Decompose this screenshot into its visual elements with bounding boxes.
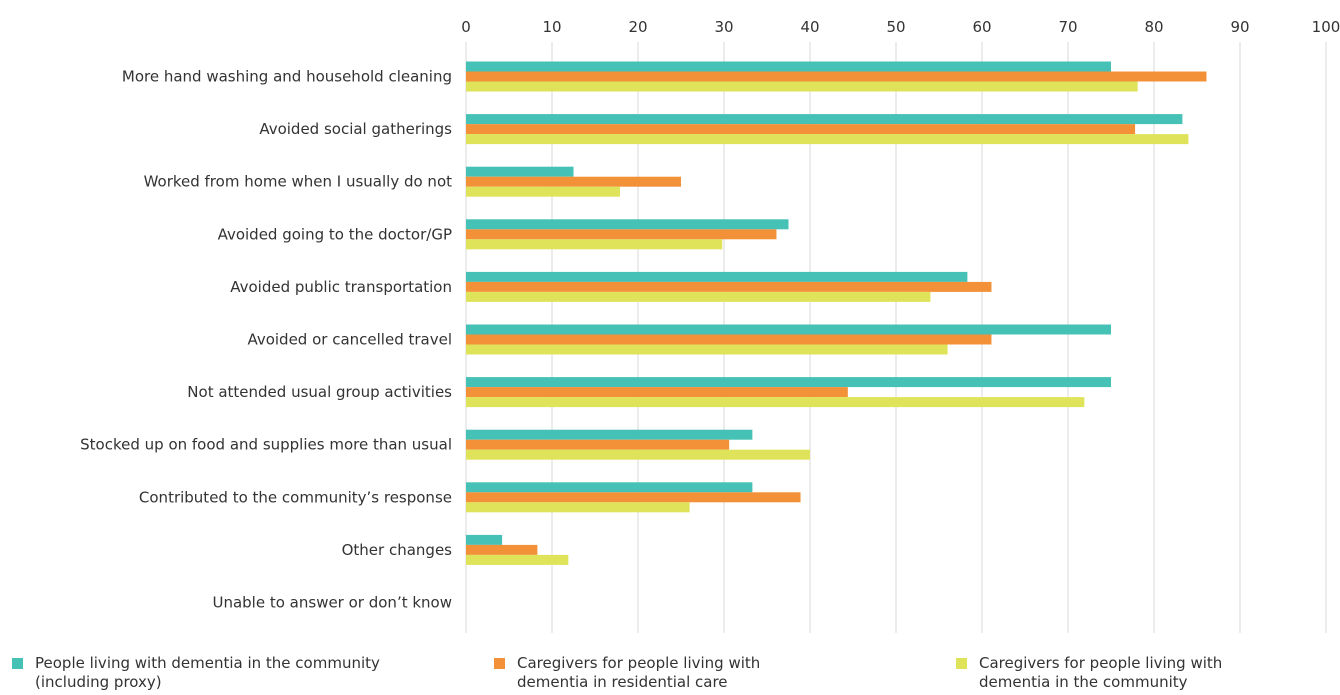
bar-series-0 xyxy=(466,324,1111,335)
bar-chart: 0 10 20 30 40 50 60 70 80 90 100 More hand washing… xyxy=(80,18,1340,633)
bar-series-1 xyxy=(466,492,801,503)
bar-series-1 xyxy=(466,281,992,292)
x-tick-label: 40 xyxy=(800,18,819,36)
category-label: Avoided social gatherings xyxy=(259,120,452,138)
bar-series-0 xyxy=(466,429,753,440)
bar-series-1 xyxy=(466,544,538,555)
bar-series-0 xyxy=(466,61,1111,72)
legend: People living with dementia in the commu… xyxy=(0,654,1340,695)
bars xyxy=(466,61,1207,565)
bar-series-2 xyxy=(466,449,810,460)
legend-label: Caregivers for people living with dement… xyxy=(517,654,761,691)
bar-series-2 xyxy=(466,81,1138,92)
x-tick-label: 20 xyxy=(628,18,647,36)
x-tick-label: 90 xyxy=(1230,18,1249,36)
legend-item-series-1: Caregivers for people living with dement… xyxy=(494,654,760,692)
bar-series-0 xyxy=(466,114,1183,125)
category-label: Avoided going to the doctor/GP xyxy=(218,225,452,243)
bar-series-1 xyxy=(466,334,992,345)
bar-series-1 xyxy=(466,439,730,450)
x-tick-label: 0 xyxy=(461,18,471,36)
x-tick-label: 50 xyxy=(886,18,905,36)
x-tick-label: 30 xyxy=(714,18,733,36)
x-axis-tick-labels: 0 10 20 30 40 50 60 70 80 90 100 xyxy=(461,18,1340,36)
bar-series-0 xyxy=(466,166,574,177)
category-label: Worked from home when I usually do not xyxy=(144,173,453,191)
bar-series-0 xyxy=(466,534,503,545)
bar-series-0 xyxy=(466,377,1111,388)
x-tick-label: 70 xyxy=(1058,18,1077,36)
bar-series-2 xyxy=(466,344,948,355)
bar-series-1 xyxy=(466,176,681,187)
category-label: Avoided public transportation xyxy=(230,278,452,296)
bar-series-1 xyxy=(466,229,777,240)
category-label: More hand washing and household cleaning xyxy=(122,68,452,86)
category-label: Not attended usual group activities xyxy=(187,383,452,401)
bar-series-2 xyxy=(466,239,723,250)
category-label: Other changes xyxy=(342,541,453,559)
bar-series-2 xyxy=(466,291,931,302)
x-tick-label: 60 xyxy=(972,18,991,36)
legend-swatch xyxy=(494,658,505,669)
bar-series-2 xyxy=(466,134,1189,145)
category-label: Unable to answer or don’t know xyxy=(212,594,452,612)
bar-series-1 xyxy=(466,387,848,398)
bar-series-1 xyxy=(466,71,1207,82)
x-tick-label: 10 xyxy=(542,18,561,36)
legend-swatch xyxy=(956,658,967,669)
legend-item-series-0: People living with dementia in the commu… xyxy=(12,654,380,692)
legend-swatch xyxy=(12,658,23,669)
bar-series-1 xyxy=(466,124,1136,135)
category-labels: More hand washing and household cleaning… xyxy=(80,68,452,612)
legend-item-series-2: Caregivers for people living with dement… xyxy=(956,654,1222,692)
legend-label: People living with dementia in the commu… xyxy=(35,654,380,691)
category-label: Stocked up on food and supplies more tha… xyxy=(80,436,452,454)
bar-series-2 xyxy=(466,502,690,513)
category-label: Contributed to the community’s response xyxy=(139,488,452,506)
bar-series-0 xyxy=(466,219,789,230)
bar-series-2 xyxy=(466,554,569,565)
x-tick-label: 100 xyxy=(1312,18,1340,36)
x-tick-label: 80 xyxy=(1144,18,1163,36)
bar-series-2 xyxy=(466,186,620,197)
bar-series-2 xyxy=(466,397,1085,408)
legend-label: Caregivers for people living with dement… xyxy=(979,654,1223,691)
bar-series-0 xyxy=(466,271,968,282)
category-label: Avoided or cancelled travel xyxy=(247,331,452,349)
bar-series-0 xyxy=(466,482,753,493)
